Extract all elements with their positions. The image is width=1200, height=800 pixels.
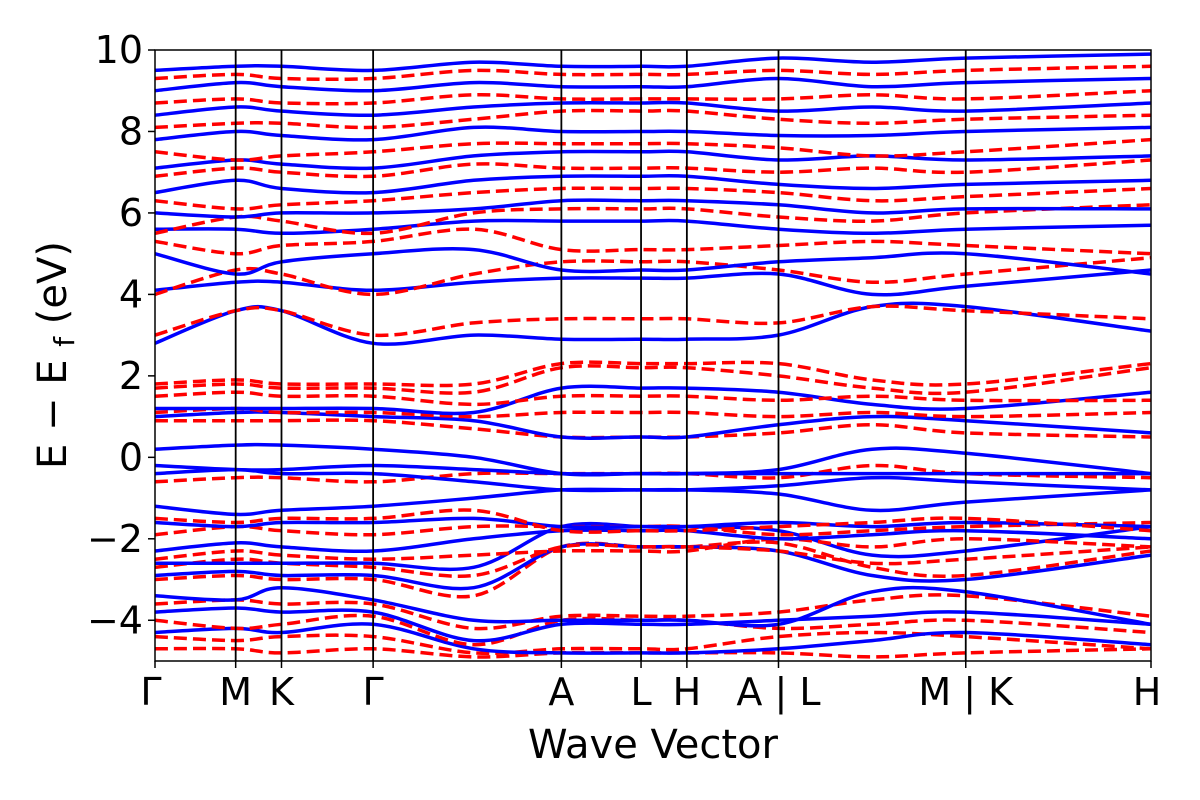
band-line-blue-16	[155, 487, 1151, 517]
x-tick-label: M	[219, 670, 252, 714]
x-tick-label: L	[630, 670, 651, 714]
x-axis-title: Wave Vector	[528, 722, 779, 768]
band-line-red-29	[155, 304, 1151, 338]
y-tick-label: 8	[119, 109, 143, 153]
band-line-blue-42	[155, 125, 1151, 142]
band-line-red-9	[155, 543, 1151, 578]
band-line-blue-20	[155, 442, 1151, 477]
x-tick-label: M | K	[918, 670, 1014, 715]
x-tick-label: Γ	[140, 670, 161, 714]
band-line-red-27	[155, 360, 1151, 388]
y-axis-title-subscript: f	[48, 336, 81, 347]
band-line-blue-6	[155, 585, 1151, 628]
x-tick-label: A	[548, 670, 574, 714]
band-line-red-35	[155, 203, 1151, 236]
band-line-blue-4	[155, 606, 1151, 643]
y-tick-label: 0	[119, 435, 143, 479]
x-tick-label: K	[269, 670, 295, 714]
band-line-red-25	[155, 390, 1151, 407]
band-line-blue-34	[155, 218, 1151, 236]
band-line-blue-30	[155, 268, 1151, 297]
y-tick-label: −2	[87, 517, 143, 561]
band-line-red-33	[155, 227, 1151, 256]
band-line-blue-28	[155, 301, 1151, 346]
y-tick-label: 6	[119, 191, 143, 235]
band-line-blue-38	[155, 173, 1151, 195]
y-tick-label: −4	[87, 598, 143, 642]
y-tick-label: 2	[119, 354, 143, 398]
y-axis-title: E − E f (eV)	[30, 241, 84, 469]
y-axis-title-main: E − E	[30, 359, 76, 469]
x-tick-label: H	[673, 670, 702, 714]
band-line-blue-44	[155, 100, 1151, 118]
band-lines	[155, 52, 1151, 659]
band-line-red-39	[155, 158, 1151, 179]
plot-frame	[154, 49, 1152, 662]
kpath-vertical-lines	[234, 50, 967, 661]
band-line-red-37	[155, 186, 1151, 211]
band-line-red-31	[155, 255, 1151, 297]
band-line-blue-40	[155, 149, 1151, 171]
band-line-blue-46	[155, 76, 1151, 93]
y-tick-label: 4	[119, 272, 143, 316]
x-tick-label: A | L	[736, 670, 820, 715]
y-tick-label: 10	[95, 28, 143, 72]
x-tick-label: Γ	[363, 670, 384, 714]
band-line-red-41	[155, 137, 1151, 162]
band-line-red-11	[155, 537, 1151, 561]
band-line-red-3	[155, 613, 1151, 647]
x-tick-label: H	[1133, 670, 1162, 714]
y-axis: −4 −2 0 2 4 6 8 10	[87, 28, 155, 642]
y-axis-title-unit: (eV)	[30, 241, 76, 324]
